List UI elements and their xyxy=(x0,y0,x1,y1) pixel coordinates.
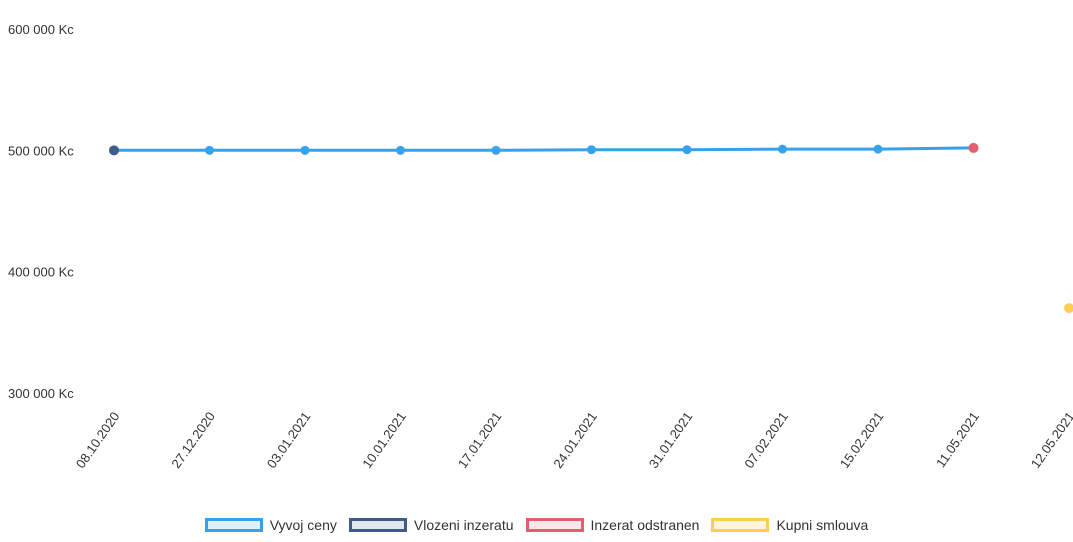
chart-legend: Vyvoj ceny Vlozeni inzeratu Inzerat odstra… xyxy=(0,512,1073,538)
legend-swatch xyxy=(204,518,263,532)
x-tick-label: 27.12.2020 xyxy=(168,409,218,471)
x-tick-label: 08.10.2020 xyxy=(73,409,123,471)
data-point-vyvoj-ceny[interactable] xyxy=(396,145,405,155)
series-points xyxy=(109,142,1073,314)
x-tick-label: 07.02.2021 xyxy=(741,409,791,471)
x-axis-tick-labels: 08.10.2020 27.12.2020 03.01.2021 10.01.2021… xyxy=(73,409,1073,471)
data-point-vyvoj-ceny[interactable] xyxy=(682,145,692,155)
data-point-vyvoj-ceny[interactable] xyxy=(873,144,883,154)
series-line-vyvoj-ceny xyxy=(114,146,974,152)
legend-label: Vyvoj ceny xyxy=(269,517,337,533)
x-tick-label: 11.05.2021 xyxy=(933,409,982,470)
legend-label: Vlozeni inzeratu xyxy=(413,517,514,533)
x-tick-label: 24.01.2021 xyxy=(550,409,600,471)
legend-label: Inzerat odstranen xyxy=(590,517,700,533)
y-tick-label: 600 000 Kc xyxy=(8,22,74,37)
data-point-kupni-smlouva[interactable] xyxy=(1064,303,1073,314)
x-tick-label: 15.02.2021 xyxy=(837,409,887,471)
y-axis-tick-labels: 600 000 Kc 500 000 Kc 400 000 Kc 300 000 Kc xyxy=(8,22,74,401)
data-point-vyvoj-ceny[interactable] xyxy=(205,145,214,155)
legend-swatch xyxy=(525,518,584,532)
x-tick-label: 03.01.2021 xyxy=(264,409,314,471)
data-point-vlozeni-inzeratu[interactable] xyxy=(109,145,119,156)
legend-item-kupni-smlouva[interactable]: Kupni smlouva xyxy=(711,517,868,533)
data-point-vyvoj-ceny[interactable] xyxy=(491,145,501,155)
data-point-vyvoj-ceny[interactable] xyxy=(587,145,596,155)
y-tick-label: 400 000 Kc xyxy=(8,265,74,280)
y-tick-label: 300 000 Kc xyxy=(8,386,74,401)
legend-item-vyvoj-ceny[interactable]: Vyvoj ceny xyxy=(204,517,337,533)
x-tick-label: 12.05.2021 xyxy=(1028,409,1073,471)
y-tick-label: 500 000 Kc xyxy=(8,143,74,158)
legend-swatch xyxy=(711,518,770,532)
legend-label: Kupni smlouva xyxy=(776,517,869,533)
x-tick-label: 10.01.2021 xyxy=(359,409,409,471)
data-point-inzerat-odstranen[interactable] xyxy=(968,142,979,153)
data-point-vyvoj-ceny[interactable] xyxy=(778,144,787,154)
legend-item-vlozeni-inzeratu[interactable]: Vlozeni inzeratu xyxy=(348,517,514,533)
legend-swatch xyxy=(348,518,407,532)
data-point-vyvoj-ceny[interactable] xyxy=(300,145,310,155)
legend-item-inzerat-odstranen[interactable]: Inzerat odstranen xyxy=(525,517,700,533)
x-tick-label: 31.01.2021 xyxy=(646,409,696,471)
series-lines xyxy=(114,146,974,152)
x-tick-label: 17.01.2021 xyxy=(455,409,505,471)
